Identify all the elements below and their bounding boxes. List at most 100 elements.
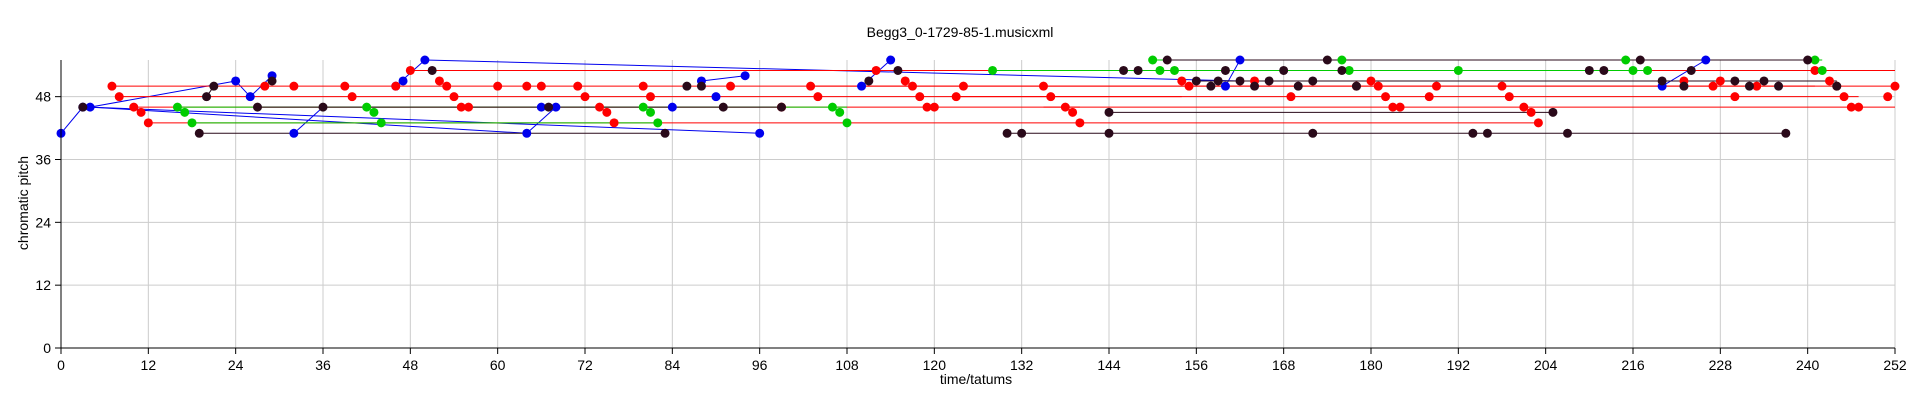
- note-point-blue: [1701, 55, 1711, 65]
- note-point-dark: [544, 102, 554, 112]
- note-point-red: [405, 65, 415, 75]
- note-point-green: [1643, 65, 1653, 75]
- note-point-green: [180, 107, 190, 117]
- y-tick-labels: 0 12 24 36 48: [35, 89, 51, 356]
- note-point-red: [391, 81, 401, 91]
- note-lines: [60, 59, 1895, 134]
- note-point-red: [1286, 92, 1296, 102]
- note-point-red: [1715, 76, 1725, 86]
- note-point-red: [1177, 76, 1187, 86]
- note-point-red: [871, 65, 881, 75]
- note-point-dark: [1781, 128, 1791, 138]
- x-tick-label: 12: [141, 357, 157, 373]
- note-point-dark: [1017, 128, 1027, 138]
- note-point-red: [1533, 118, 1543, 128]
- note-point-red: [922, 102, 932, 112]
- note-point-red: [449, 92, 459, 102]
- note-point-red: [908, 81, 917, 91]
- note-point-dark: [427, 65, 437, 75]
- note-point-blue: [1220, 81, 1230, 91]
- note-point-dark: [1002, 128, 1012, 138]
- note-point-red: [260, 81, 270, 91]
- note-point-dark: [1264, 76, 1274, 86]
- chart-title: Begg3_0-1729-85-1.musicxml: [867, 24, 1054, 40]
- note-point-dark: [1759, 76, 1769, 86]
- note-point-red: [464, 102, 474, 112]
- note-point-blue: [667, 102, 677, 112]
- note-point-red: [951, 92, 961, 102]
- note-point-blue: [420, 55, 430, 65]
- note-point-red: [1504, 92, 1514, 102]
- axes: [55, 60, 1896, 354]
- note-point-blue: [536, 102, 546, 112]
- note-point-red: [1184, 81, 1194, 91]
- note-point-green: [1628, 65, 1638, 75]
- note-point-red: [1424, 92, 1434, 102]
- note-point-dark: [1657, 76, 1667, 86]
- note-point-dark: [1468, 128, 1478, 138]
- note-point-dark: [1584, 65, 1594, 75]
- note-point-red: [1883, 92, 1893, 102]
- note-point-dark: [1220, 65, 1230, 75]
- note-point-red: [340, 81, 350, 91]
- note-point-dark: [1119, 65, 1129, 75]
- note-point-dark: [202, 92, 212, 102]
- note-point-green: [638, 102, 648, 112]
- note-point-red: [806, 81, 816, 91]
- note-point-red: [1497, 81, 1507, 91]
- note-point-dark: [1686, 65, 1696, 75]
- note-line-blue: [1225, 59, 1241, 87]
- note-point-red: [1366, 76, 1376, 86]
- note-point-red: [129, 102, 139, 112]
- x-tick-label: 108: [835, 357, 859, 373]
- note-point-red: [813, 92, 823, 102]
- x-tick-label: 168: [1272, 357, 1296, 373]
- note-point-green: [1453, 65, 1463, 75]
- note-point-red: [726, 81, 736, 91]
- note-point-dark: [1104, 128, 1114, 138]
- note-point-blue: [522, 128, 532, 138]
- note-point-red: [900, 76, 910, 86]
- note-point-red: [522, 81, 532, 91]
- note-line-blue: [1661, 59, 1707, 87]
- note-point-dark: [1206, 81, 1216, 91]
- note-point-green: [376, 118, 386, 128]
- y-tick-label: 36: [35, 151, 51, 167]
- note-point-blue: [1235, 55, 1245, 65]
- note-point-blue: [551, 102, 561, 112]
- note-point-red: [1432, 81, 1441, 91]
- note-point-red: [958, 81, 968, 91]
- note-point-dark: [682, 81, 692, 91]
- note-point-red: [1068, 107, 1078, 117]
- note-point-dark: [1213, 76, 1223, 86]
- note-point-green: [362, 102, 372, 112]
- y-tick-label: 24: [35, 214, 51, 230]
- note-point-red: [1039, 81, 1048, 91]
- note-point-red: [536, 81, 546, 91]
- note-point-dark: [1293, 81, 1303, 91]
- note-point-dark: [1482, 128, 1492, 138]
- note-point-green: [1344, 65, 1354, 75]
- note-point-dark: [1191, 76, 1201, 86]
- note-point-red: [1890, 81, 1900, 91]
- note-point-red: [1825, 76, 1834, 86]
- note-points: [56, 55, 1900, 138]
- note-point-red: [580, 92, 590, 102]
- note-point-green: [1621, 55, 1631, 65]
- note-point-red: [1046, 92, 1056, 102]
- note-point-dark: [1679, 81, 1689, 91]
- x-tick-label: 228: [1709, 357, 1733, 373]
- x-tick-label: 96: [752, 357, 768, 373]
- note-point-dark: [1308, 128, 1318, 138]
- note-point-blue: [245, 92, 255, 102]
- note-point-dark: [1730, 76, 1740, 86]
- note-point-red: [143, 118, 153, 128]
- note-point-green: [1337, 55, 1347, 65]
- y-axis-label: chromatic pitch: [15, 156, 31, 250]
- x-tick-label: 180: [1359, 357, 1383, 373]
- note-point-blue: [85, 102, 95, 112]
- note-point-blue: [740, 71, 750, 81]
- note-point-red: [434, 76, 444, 86]
- note-point-dark: [777, 102, 786, 112]
